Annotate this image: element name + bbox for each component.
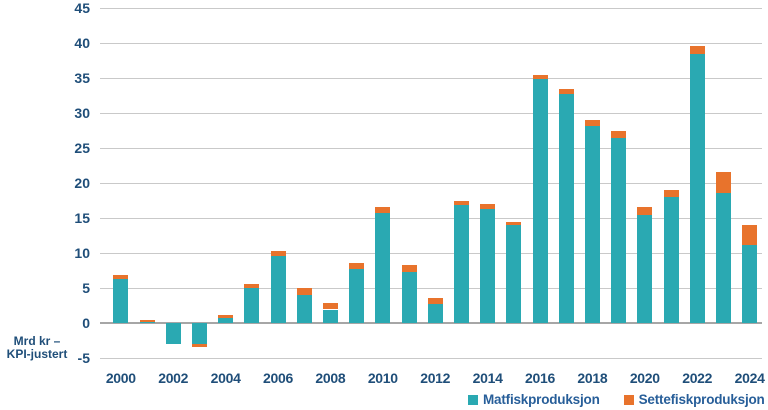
bar-settefisk-2018 (584, 120, 600, 126)
bar-matfisk-2011 (401, 271, 417, 323)
gridline-15 (100, 218, 762, 219)
bar-matfisk-2023 (715, 192, 731, 323)
y-tick-label-15: 15 (74, 210, 90, 226)
y-tick-label-0: 0 (82, 315, 90, 331)
y-tick-label-40: 40 (74, 35, 90, 51)
x-tick-label-2002: 2002 (158, 370, 189, 386)
bar-settefisk-2017 (558, 88, 574, 94)
gridline-5 (100, 288, 762, 289)
x-tick-label-2024: 2024 (734, 370, 765, 386)
bar-matfisk-2008 (322, 309, 338, 323)
x-tick-label-2016: 2016 (525, 370, 555, 386)
legend-label-settefiskproduksjon: Settefiskproduksjon (638, 392, 765, 407)
y-axis-title-line2: KPI-justert (6, 347, 68, 361)
bar-settefisk-2009 (349, 262, 365, 269)
x-tick-label-2004: 2004 (210, 370, 241, 386)
bar-settefisk-2019 (611, 131, 627, 139)
x-tick-label-2000: 2000 (105, 370, 136, 386)
x-tick-label-2010: 2010 (367, 370, 398, 386)
bar-matfisk-2015 (506, 224, 522, 324)
bar-settefisk-2015 (506, 221, 522, 225)
y-tick-label-5: 5 (82, 280, 90, 296)
legend: Matfiskproduksjon Settefiskproduksjon (468, 392, 765, 407)
legend-item-matfiskproduksjon: Matfiskproduksjon (468, 392, 600, 407)
legend-item-settefiskproduksjon: Settefiskproduksjon (623, 392, 765, 407)
y-axis-title: Mrd kr – KPI-justert (0, 335, 74, 361)
bar-matfisk-2001 (139, 322, 155, 324)
bar-settefisk-2000 (113, 274, 129, 279)
bar-settefisk-2003 (191, 344, 207, 347)
bar-matfisk-2017 (558, 93, 574, 324)
y-axis-title-line1: Mrd kr – (13, 334, 61, 348)
bar-matfisk-2007 (296, 295, 312, 323)
x-tick-label-2014: 2014 (472, 370, 503, 386)
bar-settefisk-2005 (244, 283, 260, 288)
bar-settefisk-2004 (218, 314, 234, 318)
bar-settefisk-2011 (401, 264, 417, 272)
bar-matfisk-2005 (244, 287, 260, 324)
bar-settefisk-2016 (532, 75, 548, 80)
gridline-45 (100, 8, 762, 9)
bar-settefisk-2021 (663, 190, 679, 197)
y-tick-label--5: -5 (77, 350, 90, 366)
bar-matfisk-2018 (584, 125, 600, 323)
x-tick-label-2018: 2018 (577, 370, 608, 386)
bar-matfisk-2024 (742, 245, 758, 324)
x-tick-label-2020: 2020 (629, 370, 660, 386)
legend-label-matfiskproduksjon: Matfiskproduksjon (483, 392, 600, 407)
gridline-25 (100, 148, 762, 149)
x-tick-label-2012: 2012 (420, 370, 451, 386)
bar-settefisk-2012 (427, 297, 443, 304)
bar-matfisk-2003 (191, 323, 207, 344)
gridline-10 (100, 253, 762, 254)
bar-settefisk-2022 (689, 45, 705, 54)
bar-settefisk-2010 (375, 206, 391, 213)
bar-matfisk-2009 (349, 269, 365, 324)
bar-settefisk-2013 (453, 201, 469, 206)
legend-swatch-teal-icon (468, 394, 478, 405)
y-tick-label-30: 30 (74, 105, 90, 121)
bar-matfisk-2013 (453, 205, 469, 324)
gridline-30 (100, 113, 762, 114)
bar-settefisk-2008 (322, 303, 338, 310)
bar-settefisk-2024 (742, 225, 758, 245)
bar-matfisk-2021 (663, 197, 679, 323)
x-tick-label-2022: 2022 (682, 370, 713, 386)
bar-settefisk-2006 (270, 250, 286, 256)
legend-swatch-orange-icon (623, 394, 634, 405)
bar-settefisk-2007 (296, 288, 312, 295)
bar-settefisk-2023 (715, 171, 731, 193)
bar-settefisk-2020 (637, 206, 653, 215)
bar-matfisk-2020 (637, 215, 653, 324)
bar-matfisk-2002 (165, 323, 181, 344)
bar-matfisk-2010 (375, 212, 391, 324)
bar-settefisk-2001 (139, 320, 155, 323)
y-tick-label-10: 10 (74, 245, 90, 261)
gridline-20 (100, 183, 762, 184)
bar-matfisk-2022 (689, 54, 705, 324)
y-tick-label-20: 20 (74, 175, 90, 191)
bar-matfisk-2006 (270, 255, 286, 323)
gridline-40 (100, 43, 762, 44)
bar-matfisk-2012 (427, 303, 443, 324)
bar-matfisk-2004 (218, 317, 234, 324)
bar-matfisk-2019 (611, 138, 627, 324)
bar-matfisk-2014 (480, 208, 496, 323)
y-tick-label-25: 25 (74, 140, 90, 156)
bar-settefisk-2014 (480, 204, 496, 209)
gridline--5 (100, 358, 762, 359)
y-tick-label-45: 45 (74, 0, 90, 16)
bar-matfisk-2000 (113, 278, 129, 324)
bar-matfisk-2016 (532, 79, 548, 324)
x-tick-label-2008: 2008 (315, 370, 346, 386)
gridline-35 (100, 78, 762, 79)
y-tick-label-35: 35 (74, 70, 90, 86)
x-tick-label-2006: 2006 (263, 370, 293, 386)
